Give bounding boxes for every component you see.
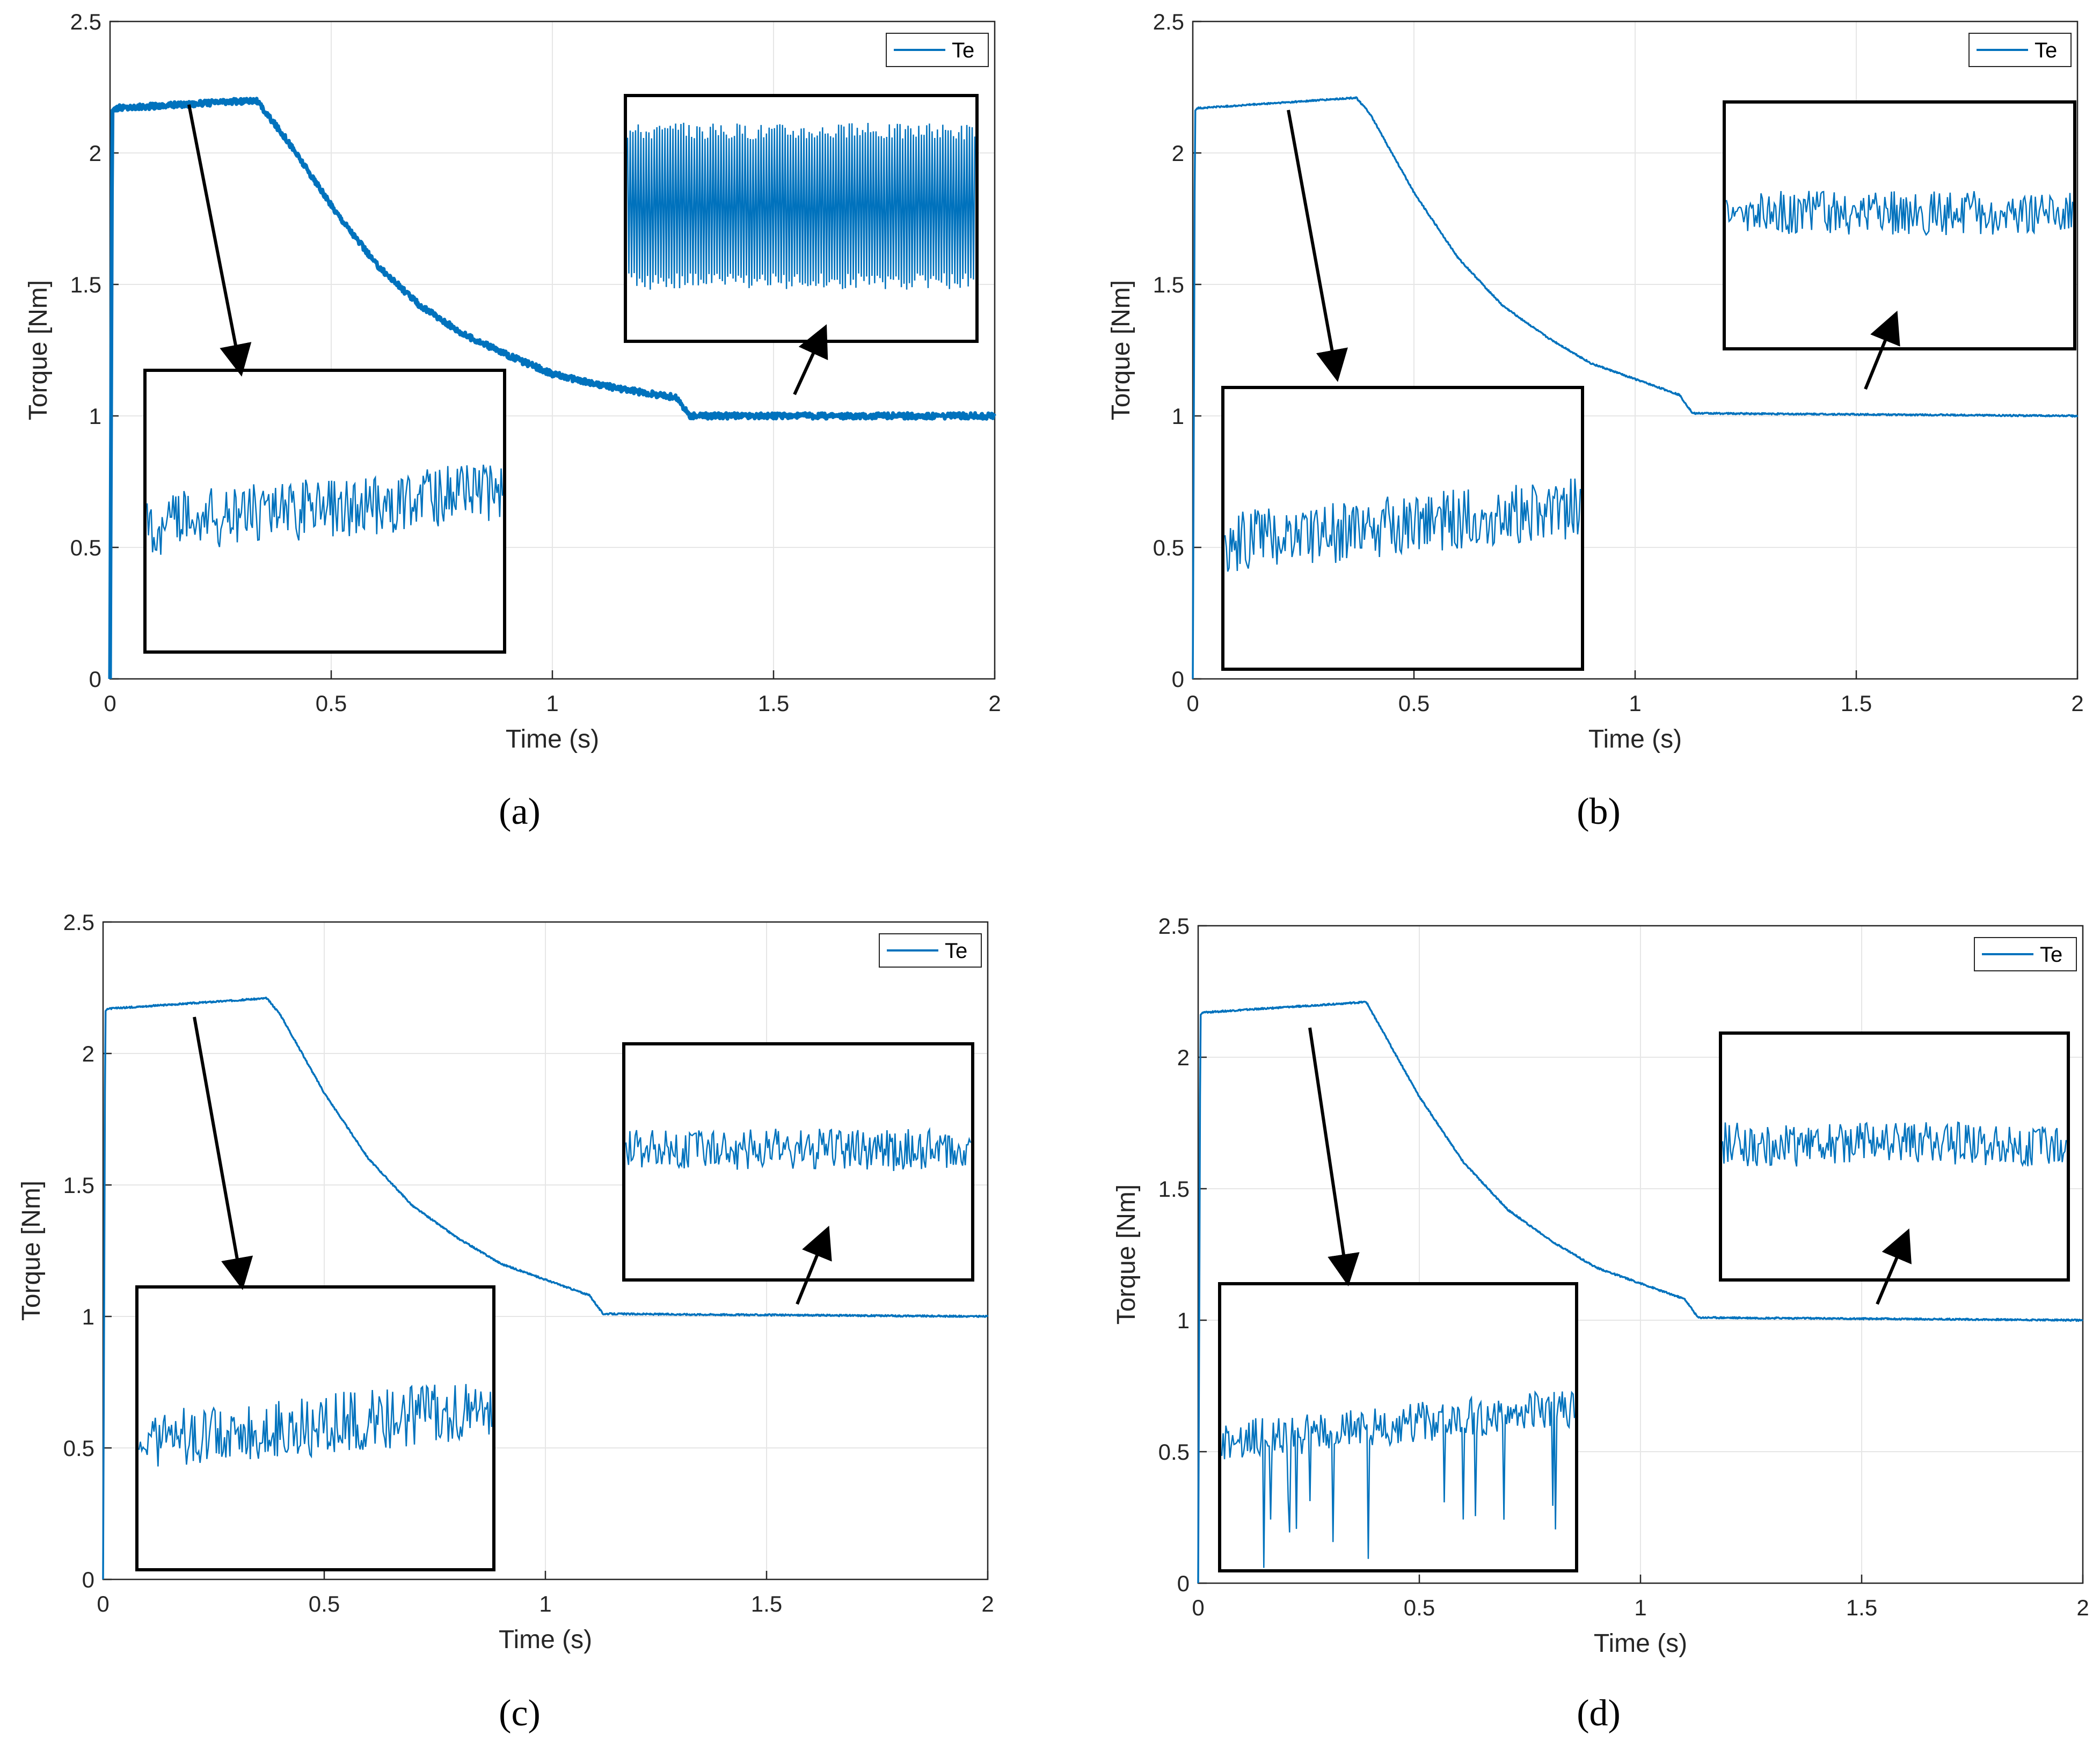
zoom-inset-trace <box>1722 1121 2067 1167</box>
y-tick-label: 1.5 <box>63 1173 94 1198</box>
zoom-arrow <box>1876 1228 1912 1305</box>
x-tick-label: 1.5 <box>1846 1595 1877 1620</box>
y-tick-label: 1 <box>89 404 101 429</box>
x-tick-label: 1 <box>546 691 558 716</box>
y-tick-label: 1 <box>1172 404 1184 429</box>
zoom-inset-box <box>135 1285 495 1571</box>
y-tick-label: 0 <box>89 667 101 692</box>
te-series-line <box>108 97 996 679</box>
y-axis-label: Torque [Nm] <box>1107 280 1135 420</box>
y-tick-label: 1.5 <box>1153 272 1184 297</box>
panel-label: (d) <box>1577 1693 1621 1734</box>
x-tick-label: 1.5 <box>1841 691 1872 716</box>
zoom-arrow <box>1864 310 1900 390</box>
x-tick-label: 1 <box>1634 1595 1646 1620</box>
x-tick-label: 1.5 <box>751 1591 782 1616</box>
panel-label: (b) <box>1577 791 1621 832</box>
y-tick-label: 1.5 <box>70 272 101 297</box>
x-tick-label: 2 <box>988 691 1001 716</box>
x-axis-label: Time (s) <box>1588 725 1682 753</box>
zoom-arrow <box>1287 109 1348 382</box>
chart-panel: 0 0.5 1 1.5 2 0 0.5 1 1.5 2 2.5 Time (s) Torque [Nm]… <box>24 9 1001 832</box>
legend-label: Te <box>2040 943 2062 967</box>
y-tick-label: 2 <box>1172 141 1184 166</box>
y-tick-label: 2 <box>82 1041 94 1066</box>
zoom-arrow <box>793 324 828 396</box>
x-tick-label: 1 <box>539 1591 551 1616</box>
zoom-inset-box <box>622 1042 974 1282</box>
legend-label: Te <box>945 939 967 963</box>
y-tick-label: 0 <box>82 1567 94 1592</box>
zoom-arrow <box>796 1225 832 1305</box>
zoom-inset-trace <box>625 1127 972 1172</box>
x-tick-label: 0 <box>97 1591 109 1616</box>
zoom-inset-trace <box>1221 1390 1576 1568</box>
chart-panel: 0 0.5 1 1.5 2 0 0.5 1 1.5 2 2.5 Time (s) Torque [Nm]… <box>1112 913 2089 1734</box>
zoom-inset-trace <box>1725 191 2074 236</box>
zoom-arrow <box>193 1016 253 1290</box>
x-tick-label: 2 <box>2076 1595 2089 1620</box>
x-tick-label: 0 <box>1186 691 1199 716</box>
panel-label: (c) <box>499 1693 541 1734</box>
y-tick-label: 2.5 <box>63 910 94 935</box>
y-tick-label: 0.5 <box>63 1436 94 1461</box>
legend-label: Te <box>2035 39 2057 62</box>
panel-label: (a) <box>499 791 541 832</box>
y-tick-label: 2.5 <box>1153 9 1184 34</box>
zoom-inset-trace <box>626 122 976 290</box>
y-tick-label: 0 <box>1177 1571 1190 1596</box>
x-tick-label: 1 <box>1629 691 1641 716</box>
zoom-arrow <box>1308 1027 1360 1286</box>
x-tick-label: 2 <box>2071 691 2083 716</box>
y-axis-label: Torque [Nm] <box>1112 1184 1141 1324</box>
x-tick-label: 0.5 <box>1404 1595 1435 1620</box>
zoom-inset-trace <box>138 1384 493 1467</box>
te-series-line <box>102 997 989 1580</box>
te-series-line <box>1192 96 2079 679</box>
x-tick-label: 0.5 <box>309 1591 340 1616</box>
x-axis-label: Time (s) <box>506 725 599 753</box>
y-tick-label: 2 <box>89 141 101 166</box>
x-tick-label: 0.5 <box>1398 691 1430 716</box>
zoom-inset-trace <box>146 464 504 555</box>
x-tick-label: 0 <box>1192 1595 1204 1620</box>
y-tick-label: 1 <box>82 1304 94 1329</box>
y-tick-label: 1.5 <box>1158 1176 1190 1202</box>
y-tick-label: 2 <box>1177 1045 1190 1070</box>
y-axis-label: Torque [Nm] <box>24 280 53 420</box>
y-tick-label: 0.5 <box>70 535 101 560</box>
x-tick-label: 0 <box>104 691 116 716</box>
y-axis-label: Torque [Nm] <box>17 1181 46 1321</box>
y-tick-label: 0.5 <box>1153 535 1184 560</box>
y-tick-label: 2.5 <box>70 9 101 34</box>
y-tick-label: 1 <box>1177 1308 1190 1333</box>
y-tick-label: 2.5 <box>1158 913 1190 939</box>
x-axis-label: Time (s) <box>499 1626 592 1654</box>
zoom-arrow <box>187 104 252 377</box>
te-series-line <box>1197 1000 2083 1584</box>
zoom-inset-box <box>1719 1031 2070 1282</box>
chart-panel: 0 0.5 1 1.5 2 0 0.5 1 1.5 2 2.5 Time (s) Torque [Nm]… <box>17 910 994 1734</box>
y-tick-label: 0 <box>1172 667 1184 692</box>
chart-panel: 0 0.5 1 1.5 2 0 0.5 1 1.5 2 2.5 Time (s) Torque [Nm]… <box>1107 9 2084 832</box>
x-tick-label: 0.5 <box>316 691 347 716</box>
x-tick-label: 1.5 <box>758 691 789 716</box>
x-axis-label: Time (s) <box>1594 1629 1687 1658</box>
x-tick-label: 2 <box>981 1591 994 1616</box>
legend-label: Te <box>952 39 974 62</box>
y-tick-label: 0.5 <box>1158 1439 1190 1465</box>
zoom-inset-trace <box>1224 478 1581 572</box>
